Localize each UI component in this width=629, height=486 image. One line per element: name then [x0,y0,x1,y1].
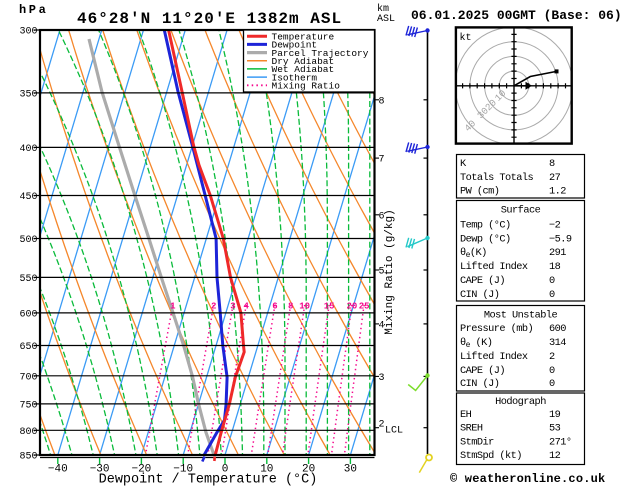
svg-text:0: 0 [549,289,555,301]
svg-text:Temp (°C): Temp (°C) [460,219,511,231]
svg-text:Parcel Trajectory: Parcel Trajectory [272,48,369,59]
svg-text:θe(K): θe(K) [460,247,487,260]
svg-text:2: 2 [211,302,216,312]
svg-text:Mixing Ratio: Mixing Ratio [272,81,341,92]
svg-text:7: 7 [378,155,384,166]
svg-text:−40: −40 [48,464,68,476]
svg-text:SREH: SREH [460,423,483,435]
svg-text:−2: −2 [549,219,561,231]
svg-text:10: 10 [299,302,310,312]
svg-text:CAPE (J): CAPE (J) [460,275,505,287]
svg-text:Wet Adiabat: Wet Adiabat [272,64,335,75]
svg-text:km: km [377,3,389,15]
svg-text:Isotherm: Isotherm [272,72,318,83]
svg-text:750: 750 [19,400,37,411]
svg-text:−10: −10 [173,464,193,476]
svg-text:8: 8 [378,96,384,107]
svg-text:6: 6 [378,211,384,222]
svg-text:06.01.2025 00GMT (Base: 06): 06.01.2025 00GMT (Base: 06) [411,8,622,23]
svg-text:−30: −30 [90,464,110,476]
svg-text:Mixing Ratio (g/kg): Mixing Ratio (g/kg) [384,209,396,334]
svg-text:1: 1 [170,302,176,312]
svg-text:K: K [460,158,467,170]
svg-text:18: 18 [549,261,561,273]
svg-text:StmSpd (kt): StmSpd (kt) [460,450,522,462]
svg-text:300: 300 [19,27,37,38]
svg-text:53: 53 [549,423,561,435]
svg-text:Dewpoint / Temperature (°C): Dewpoint / Temperature (°C) [99,473,318,486]
svg-text:27: 27 [549,172,561,184]
svg-text:8: 8 [288,302,293,312]
svg-text:271°: 271° [549,436,572,448]
svg-text:Totals Totals: Totals Totals [460,172,534,184]
svg-text:−5.9: −5.9 [549,233,572,245]
svg-text:450: 450 [19,192,37,203]
svg-text:Temperature: Temperature [272,31,335,42]
svg-text:20: 20 [302,464,315,476]
svg-text:3: 3 [378,373,384,384]
svg-text:CIN (J): CIN (J) [460,378,499,390]
svg-text:15: 15 [324,302,335,312]
svg-text:Most Unstable: Most Unstable [484,309,558,321]
svg-text:500: 500 [19,235,37,246]
svg-text:400: 400 [19,144,37,155]
svg-text:291: 291 [549,247,566,259]
svg-text:Lifted Index: Lifted Index [460,351,528,363]
svg-text:StmDir: StmDir [460,436,494,448]
svg-text:550: 550 [19,274,37,285]
svg-text:0: 0 [549,275,555,287]
svg-text:350: 350 [19,89,37,100]
svg-text:Lifted Index: Lifted Index [460,261,528,273]
svg-text:850: 850 [19,452,37,463]
svg-text:0: 0 [549,365,555,377]
svg-text:© weatheronline.co.uk: © weatheronline.co.uk [450,472,605,486]
svg-text:Pressure (mb): Pressure (mb) [460,323,533,335]
svg-text:600: 600 [19,309,37,320]
svg-text:Dry Adiabat: Dry Adiabat [272,56,335,67]
svg-text:Dewpoint: Dewpoint [272,40,318,51]
svg-text:46°28'N 11°20'E 1382m ASL: 46°28'N 11°20'E 1382m ASL [77,10,342,28]
svg-text:CIN (J): CIN (J) [460,289,499,301]
svg-text:LCL: LCL [385,426,403,437]
svg-text:2: 2 [549,351,555,363]
svg-text:3: 3 [230,302,235,312]
svg-text:Surface: Surface [501,205,541,217]
svg-text:EH: EH [460,409,472,421]
svg-text:20: 20 [346,302,357,312]
svg-text:kt: kt [460,32,472,44]
svg-text:ASL: ASL [377,14,395,25]
svg-text:Hodograph: Hodograph [495,396,546,408]
svg-text:800: 800 [19,427,37,438]
svg-text:θe (K): θe (K) [460,337,492,350]
svg-text:10: 10 [260,464,273,476]
svg-text:2: 2 [378,420,384,431]
svg-text:700: 700 [19,372,37,383]
svg-text:8: 8 [549,158,555,170]
svg-text:19: 19 [549,409,561,421]
svg-text:−20: −20 [131,464,151,476]
svg-text:Dewp (°C): Dewp (°C) [460,233,511,245]
svg-text:hPa: hPa [19,3,48,17]
svg-text:CAPE (J): CAPE (J) [460,365,505,377]
svg-text:25: 25 [359,302,370,312]
svg-text:0: 0 [222,464,229,476]
svg-text:1.2: 1.2 [549,186,566,198]
svg-text:30: 30 [344,464,357,476]
svg-text:650: 650 [19,342,37,353]
svg-text:314: 314 [549,337,566,349]
svg-text:PW (cm): PW (cm) [460,186,499,198]
svg-text:12: 12 [549,450,561,462]
svg-text:4: 4 [378,320,384,331]
svg-text:600: 600 [549,323,566,335]
svg-text:6: 6 [272,302,277,312]
svg-text:0: 0 [549,378,555,390]
svg-text:4: 4 [243,302,249,312]
svg-text:5: 5 [378,267,384,278]
